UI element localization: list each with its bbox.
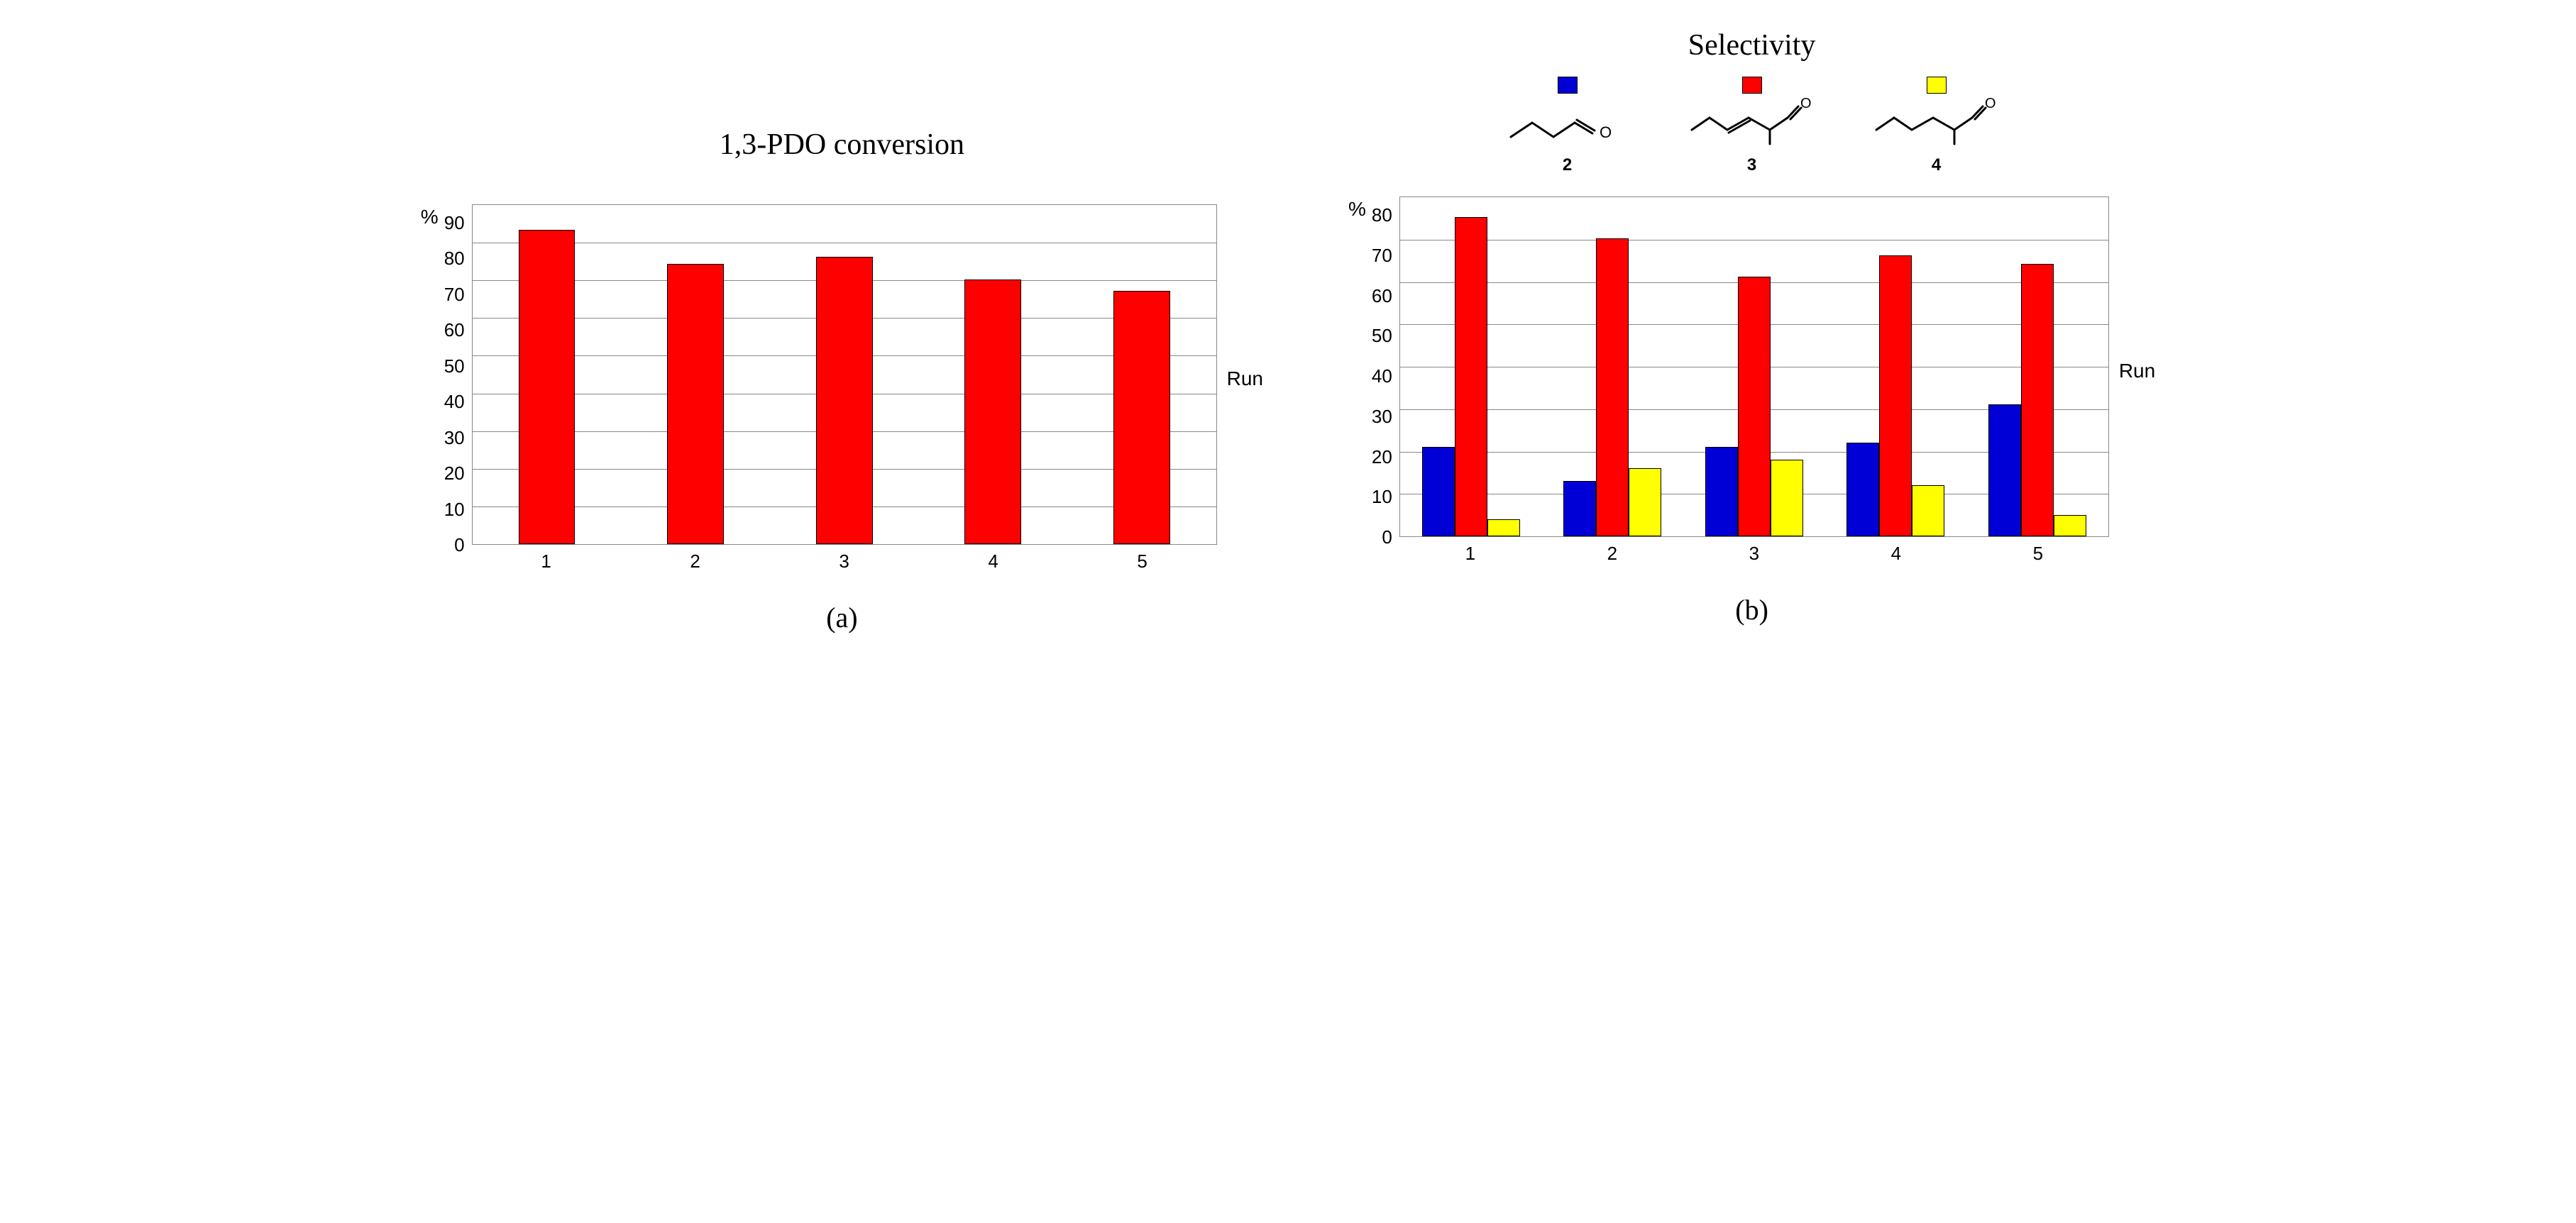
svg-text:O: O bbox=[1800, 98, 1812, 111]
y-tick: 70 bbox=[1372, 246, 1392, 265]
bar bbox=[667, 264, 724, 544]
bar-group bbox=[770, 205, 919, 544]
x-tick: 4 bbox=[1825, 543, 1967, 565]
panel-a: 1,3-PDO conversion % 90 80 70 60 50 40 30 20 10 0… bbox=[421, 28, 1263, 634]
y-tick: 10 bbox=[444, 500, 465, 519]
y-tick: 90 bbox=[444, 214, 465, 232]
y-tick: 70 bbox=[444, 285, 465, 304]
bar-group bbox=[1966, 197, 2108, 536]
bar bbox=[1455, 217, 1487, 536]
x-tick: 5 bbox=[1967, 543, 2109, 565]
bar bbox=[2021, 264, 2054, 536]
chart-a-y-ticks: 9080706050403020100 bbox=[444, 204, 472, 545]
bar bbox=[816, 257, 873, 544]
y-tick: 10 bbox=[1372, 487, 1392, 506]
x-tick: 2 bbox=[621, 550, 770, 572]
legend-item: O 4 bbox=[1873, 77, 2000, 175]
y-tick: 30 bbox=[1372, 407, 1392, 426]
bar bbox=[1912, 485, 1944, 536]
chart-b-plot bbox=[1399, 197, 2109, 537]
x-tick: 3 bbox=[1683, 543, 1825, 565]
bar bbox=[1563, 481, 1596, 536]
chart-b-x-axis: 12345 bbox=[1399, 543, 2109, 565]
x-tick: 4 bbox=[919, 550, 1068, 572]
y-tick: 0 bbox=[1382, 528, 1392, 546]
chart-b-y-ticks: 80706050403020100 bbox=[1372, 197, 1399, 537]
bar bbox=[1879, 255, 1912, 536]
bar bbox=[1846, 443, 1879, 536]
bar bbox=[1629, 468, 1661, 536]
chart-b-y-unit: % bbox=[1348, 197, 1366, 221]
chart-a-x-label: Run bbox=[1227, 367, 1263, 390]
y-tick: 60 bbox=[444, 321, 465, 339]
legend-structure: O bbox=[1873, 98, 2000, 151]
y-tick: 50 bbox=[444, 357, 465, 375]
panel-b-title: Selectivity bbox=[1688, 28, 1816, 62]
bar bbox=[1487, 519, 1520, 536]
structure-3-icon: O bbox=[1688, 98, 1816, 148]
legend-swatch bbox=[1927, 77, 1947, 94]
y-tick: 40 bbox=[1372, 367, 1392, 385]
panel-b: Selectivity O 2 bbox=[1348, 28, 2155, 626]
chart-a-plot bbox=[472, 204, 1217, 545]
legend-item: O 3 bbox=[1688, 77, 1816, 175]
legend-label: 3 bbox=[1747, 155, 1756, 175]
bar bbox=[1988, 404, 2021, 536]
y-tick: 40 bbox=[444, 392, 465, 411]
panel-b-subcaption: (b) bbox=[1735, 593, 1768, 626]
chart-a-y-unit: % bbox=[421, 204, 439, 228]
x-tick: 5 bbox=[1068, 550, 1217, 572]
x-tick: 3 bbox=[770, 550, 919, 572]
y-tick: 60 bbox=[1372, 287, 1392, 305]
x-tick: 2 bbox=[1541, 543, 1683, 565]
panel-a-title: 1,3-PDO conversion bbox=[720, 128, 964, 162]
y-tick: 0 bbox=[454, 536, 464, 554]
bar bbox=[1596, 238, 1629, 536]
bar-group bbox=[1541, 197, 1683, 536]
structure-4-icon: O bbox=[1873, 98, 2000, 148]
chart-a-x-axis: 12345 bbox=[472, 550, 1217, 572]
bar-group bbox=[473, 205, 622, 544]
panel-a-subcaption: (a) bbox=[826, 601, 857, 634]
structure-2-icon: O bbox=[1504, 98, 1631, 148]
bar-group bbox=[1067, 205, 1216, 544]
bar bbox=[519, 230, 576, 544]
y-tick: 20 bbox=[444, 464, 465, 482]
bar bbox=[964, 280, 1021, 544]
chart-a: % 90 80 70 60 50 40 30 20 10 0 12345 Run bbox=[421, 204, 1263, 572]
bar bbox=[1771, 460, 1803, 536]
x-tick: 1 bbox=[1399, 543, 1541, 565]
y-tick: 30 bbox=[444, 428, 465, 447]
x-tick: 1 bbox=[472, 550, 621, 572]
bar bbox=[1738, 277, 1771, 536]
chart-b-x-label: Run bbox=[2119, 360, 2155, 382]
legend-item: O 2 bbox=[1504, 77, 1631, 175]
bar-group bbox=[1683, 197, 1825, 536]
svg-text:O: O bbox=[1985, 98, 1996, 111]
legend: O 2 O 3 bbox=[1504, 77, 2000, 175]
bar-group bbox=[918, 205, 1067, 544]
legend-label: 2 bbox=[1563, 155, 1572, 175]
chart-b: % 80 70 60 50 40 30 20 10 0 12345 Run bbox=[1348, 197, 2155, 565]
bar bbox=[1113, 291, 1170, 544]
y-tick: 80 bbox=[444, 249, 465, 267]
bar-group bbox=[621, 205, 770, 544]
bar-group bbox=[1825, 197, 1967, 536]
legend-swatch bbox=[1558, 77, 1578, 94]
y-tick: 20 bbox=[1372, 448, 1392, 466]
figure: 1,3-PDO conversion % 9080706050403020100… bbox=[28, 28, 2548, 634]
bar bbox=[1705, 447, 1738, 536]
legend-structure: O bbox=[1688, 98, 1816, 151]
legend-label: 4 bbox=[1932, 155, 1941, 175]
y-tick: 80 bbox=[1372, 206, 1392, 224]
legend-swatch bbox=[1742, 77, 1762, 94]
y-tick: 50 bbox=[1372, 326, 1392, 345]
svg-text:O: O bbox=[1600, 123, 1612, 141]
legend-structure: O bbox=[1504, 98, 1631, 151]
bar bbox=[1422, 447, 1455, 536]
bar-group bbox=[1400, 197, 1542, 536]
bar bbox=[2054, 515, 2086, 536]
